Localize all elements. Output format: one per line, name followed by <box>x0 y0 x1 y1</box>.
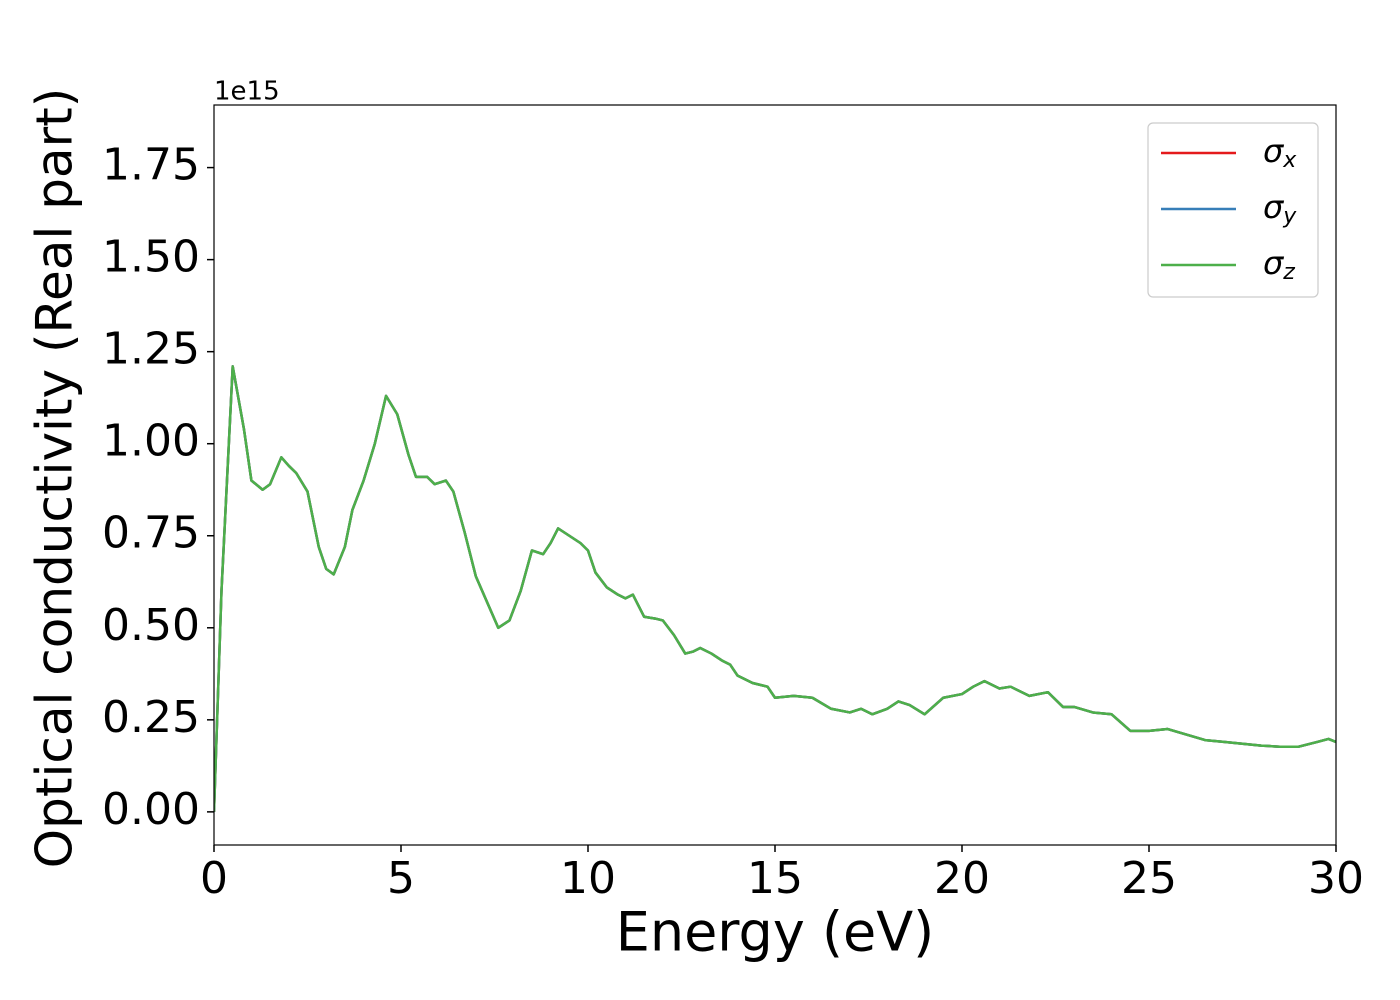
y-axis-title: Optical conductivity (Real part) <box>26 88 84 869</box>
legend-label: σx <box>1263 132 1297 173</box>
y-tick-label: 0.75 <box>102 508 200 559</box>
x-tick-label: 5 <box>387 853 415 904</box>
y-tick-label: 0.00 <box>102 784 200 835</box>
y-offset-label: 1e15 <box>214 77 280 107</box>
y-tick-label: 1.75 <box>102 140 200 191</box>
x-tick-label: 15 <box>747 853 803 904</box>
legend-label: σy <box>1263 188 1297 229</box>
x-tick-label: 20 <box>934 853 990 904</box>
x-tick-label: 30 <box>1308 853 1364 904</box>
y-tick-label: 1.50 <box>102 232 200 283</box>
x-axis-title: Energy (eV) <box>616 901 935 964</box>
y-tick-label: 0.25 <box>102 692 200 743</box>
y-tick-label: 1.00 <box>102 416 200 467</box>
y-tick-label: 1.25 <box>102 324 200 375</box>
x-tick-label: 25 <box>1121 853 1177 904</box>
x-tick-label: 10 <box>560 853 616 904</box>
plot-frame <box>213 104 1337 846</box>
x-tick-label: 0 <box>200 853 228 904</box>
series-line <box>214 365 1336 812</box>
y-tick-label: 0.50 <box>102 600 200 651</box>
legend-label: σz <box>1263 244 1295 285</box>
